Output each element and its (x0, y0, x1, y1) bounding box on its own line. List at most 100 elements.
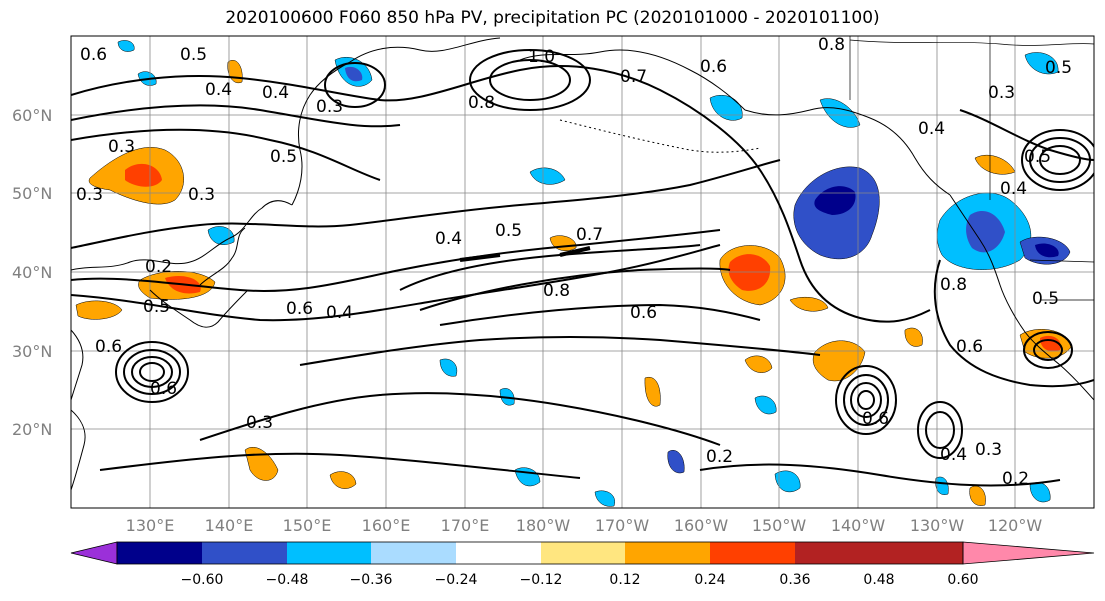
colorbar-tick-label: 0.24 (694, 572, 725, 588)
lon-label: 140°E (205, 516, 254, 535)
contour-label: 0.3 (76, 185, 103, 205)
precip-negative-region (966, 211, 1005, 253)
colorbar-bin (710, 542, 795, 564)
lon-label: 180°W (516, 516, 571, 535)
precip-positive-region (329, 471, 357, 489)
contour-label: 0.5 (180, 45, 207, 65)
contour-label: 0.6 (286, 299, 313, 319)
precip-positive-region (904, 327, 923, 347)
contour-label: 0.8 (543, 281, 570, 301)
contour-label: 0.6 (80, 45, 107, 65)
contour-label: 0.6 (700, 57, 727, 77)
contour-label: 0.4 (205, 80, 232, 100)
precip-positive-core (125, 163, 162, 187)
contour-label: 0.4 (940, 445, 967, 465)
precip-negative-region (935, 476, 949, 495)
contour-label: 0.2 (145, 257, 172, 277)
colorbar-tick-label: −0.60 (181, 572, 224, 588)
precip-positive-region (644, 376, 661, 407)
colorbar-tick-label: 0.48 (863, 572, 894, 588)
colorbar-bin (202, 542, 287, 564)
precip-negative-region (754, 395, 777, 415)
contour-label: 0.2 (706, 447, 733, 467)
contour-label: 0.8 (818, 35, 845, 55)
colorbar-tick-label: −0.12 (520, 572, 563, 588)
contour-label: 0.2 (1002, 469, 1029, 489)
precip-negative-region (529, 167, 566, 185)
contour-label: 0.4 (1000, 179, 1027, 199)
colorbar-extend-max (962, 541, 1095, 565)
contour-label: 0.3 (188, 185, 215, 205)
precip-negative-region (594, 490, 615, 507)
precip-positive-region (969, 485, 986, 506)
latitude-labels: 60°N 50°N 40°N 30°N 20°N (12, 106, 52, 439)
contour-label: 0.7 (620, 67, 647, 87)
longitude-labels: 130°E 140°E 150°E 160°E 170°E 180°W 170°… (126, 516, 1043, 535)
lat-label: 40°N (12, 263, 52, 282)
contour-label: 0.8 (468, 93, 495, 113)
lon-label: 130°W (910, 516, 965, 535)
precip-negative-region (207, 226, 235, 245)
precip-positive-region (744, 355, 773, 373)
lon-label: 150°W (752, 516, 807, 535)
contour-labels: 0.6 0.5 0.4 0.4 0.3 0.5 1.0 0.8 0.7 0.6 … (76, 35, 1072, 489)
colorbar-bin (371, 542, 456, 564)
colorbar-tick-label: −0.48 (266, 572, 309, 588)
lat-label: 50°N (12, 184, 52, 203)
map-title: 2020100600 F060 850 hPa PV, precipitatio… (225, 8, 880, 28)
precip-negative-core (345, 66, 363, 82)
colorbar-tick-label: 0.60 (947, 572, 978, 588)
colorbar-extend-min (70, 541, 118, 565)
colorbar-bin (541, 542, 625, 564)
contour-label: 0.3 (316, 97, 343, 117)
precip-negative-region (117, 40, 135, 52)
contour-label: 0.8 (940, 275, 967, 295)
contour-label: 0.5 (1024, 147, 1051, 167)
pv-contours (71, 49, 1094, 487)
lon-label: 160°E (362, 516, 411, 535)
contour-label: 0.5 (270, 147, 297, 167)
colorbar-frame (116, 541, 964, 565)
colorbar-tick-label: −0.24 (435, 572, 478, 588)
lat-label: 60°N (12, 106, 52, 125)
contour-label: 0.5 (143, 297, 170, 317)
precip-negative-region (1024, 52, 1059, 75)
lat-label: 30°N (12, 342, 52, 361)
colorbar: −0.60 −0.48 −0.36 −0.24 −0.12 0.12 0.24 … (70, 541, 1095, 588)
colorbar-bin (456, 542, 541, 564)
precip-negative-region (819, 98, 861, 128)
precip-negative-region (709, 94, 743, 121)
contour-label: 0.3 (108, 137, 135, 157)
contour-label: 0.4 (918, 119, 945, 139)
colorbar-tick-label: 0.36 (779, 572, 810, 588)
lon-label: 140°W (831, 516, 886, 535)
contour-label: 0.4 (326, 303, 353, 323)
contour-label: 0.6 (150, 379, 177, 399)
coastlines (71, 36, 1094, 491)
colorbar-bin (117, 542, 202, 564)
lon-label: 170°E (441, 516, 490, 535)
lon-label: 160°W (674, 516, 729, 535)
graticule (71, 36, 1094, 508)
contour-label: 0.5 (1045, 58, 1072, 78)
contour-label: 0.3 (975, 440, 1002, 460)
contour-label: 0.6 (862, 409, 889, 429)
contour-label: 1.0 (528, 47, 555, 67)
colorbar-tick-label: 0.12 (609, 572, 640, 588)
contour-label: 0.6 (956, 337, 983, 357)
contour-label: 0.3 (988, 83, 1015, 103)
colorbar-extend-max (879, 542, 963, 564)
precip-positive-core (728, 254, 771, 291)
lon-label: 150°E (283, 516, 332, 535)
lat-label: 20°N (12, 420, 52, 439)
contour-label: 0.7 (576, 225, 603, 245)
colorbar-bin (287, 542, 371, 564)
precip-negative-region (439, 358, 458, 377)
lon-label: 120°W (988, 516, 1043, 535)
precip-negative-core (1035, 243, 1059, 258)
contour-label: 0.4 (435, 229, 462, 249)
colorbar-bin (795, 542, 879, 564)
colorbar-tick-label: −0.36 (350, 572, 393, 588)
precip-positive-region (75, 300, 123, 320)
